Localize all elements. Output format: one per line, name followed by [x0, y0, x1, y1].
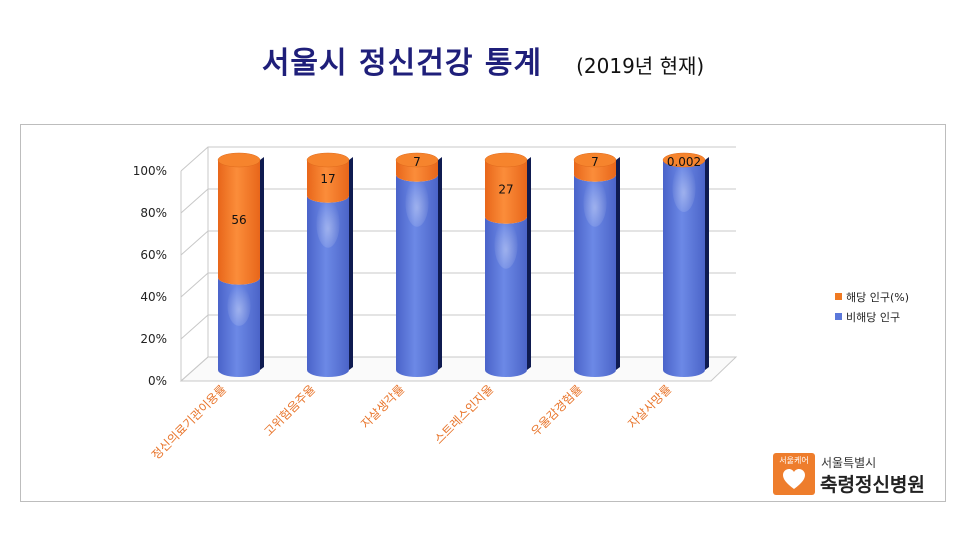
- y-axis-ticks: 0% 20% 40% 60% 80% 100%: [133, 164, 167, 388]
- bar-depth-shadow: [705, 157, 709, 370]
- logo-badge-text: 서울케어: [779, 456, 809, 465]
- y-tick-label: 100%: [133, 164, 167, 178]
- legend-label: 해당 인구(%): [846, 290, 909, 304]
- data-label: 7: [413, 155, 421, 169]
- gridline: [180, 356, 736, 382]
- legend-swatch: [835, 313, 842, 320]
- bar-top-cap: [395, 152, 439, 168]
- data-label: 27: [498, 182, 513, 196]
- x-axis-labels: 정신의료기관이용률 고위험음주율 자살생각률 스트레스인지율 우울감경험률 자살사망률: [149, 382, 674, 462]
- logo-line2: 축령정신병원: [820, 474, 925, 496]
- chart-svg: 0% 20% 40% 60% 80% 100% 56 17 7 27 7 0.002 정신의료기관이…: [133, 146, 909, 462]
- bar-depth-shadow: [260, 157, 264, 370]
- floor-plane: [179, 356, 738, 382]
- x-category-label: 고위험음주율: [261, 382, 318, 439]
- bar-group: 27: [484, 152, 531, 377]
- bar-depth-shadow: [616, 157, 620, 370]
- x-category-label: 자살생각률: [358, 382, 407, 431]
- chart-frame: 0% 20% 40% 60% 80% 100% 56 17 7 27 7 0.002 정신의료기관이…: [20, 124, 946, 502]
- y-tick-label: 20%: [140, 332, 167, 346]
- bar-top-cap: [217, 152, 261, 168]
- y-tick-label: 40%: [140, 290, 167, 304]
- bar-segment-non-affected: [396, 174, 438, 377]
- chart-back-wall: [180, 147, 209, 381]
- data-label: 0.002: [667, 155, 701, 169]
- gridline: [180, 272, 736, 298]
- bar-top-cap: [306, 152, 350, 168]
- logo-badge: 서울케어: [773, 453, 815, 495]
- bar-highlight: [227, 285, 251, 326]
- bar-depth-shadow: [527, 157, 531, 370]
- bar-group: 7: [395, 152, 442, 377]
- hospital-logo: 서울케어 서울특별시 축령정신병원: [773, 453, 941, 497]
- bar-highlight: [494, 220, 518, 269]
- legend-label: 비해당 인구: [846, 310, 900, 324]
- bar-top-cap: [573, 152, 617, 168]
- bar-group: 0.002: [662, 152, 709, 377]
- bar-highlight: [316, 199, 340, 248]
- x-category-label: 자살사망률: [625, 382, 674, 431]
- x-category-label: 우울감경험률: [528, 382, 585, 439]
- y-tick-label: 80%: [140, 206, 167, 220]
- x-category-label: 스트레스인지율: [432, 382, 497, 447]
- data-label: 56: [231, 213, 246, 227]
- bar-group: 17: [306, 152, 353, 377]
- bar-group: 7: [573, 152, 620, 377]
- bar-segment-non-affected: [485, 216, 527, 377]
- bar-segment-non-affected: [307, 195, 349, 377]
- bar-segment-non-affected: [663, 160, 705, 377]
- bar-group: 56: [217, 152, 264, 377]
- x-category-label: 정신의료기관이용률: [149, 382, 229, 462]
- heart-icon: [783, 469, 805, 489]
- title-subtitle: (2019년 현재): [576, 54, 705, 78]
- bar-top-cap: [662, 152, 706, 168]
- gridline: [180, 146, 736, 172]
- chart-gridlines: [180, 146, 736, 382]
- bar-highlight: [672, 164, 696, 213]
- bar-segment-affected: [307, 160, 349, 203]
- gridline: [180, 230, 736, 256]
- bar-segment-affected: [218, 160, 260, 285]
- y-tick-label: 0%: [148, 374, 167, 388]
- chart-floor: [179, 356, 738, 382]
- chart-bars: 56 17 7 27 7 0.002: [217, 152, 709, 377]
- bar-segment-affected: [485, 160, 527, 224]
- title-main: 서울시 정신건강 통계: [261, 46, 543, 81]
- bar-top-cap: [484, 152, 528, 168]
- chart-legend: 해당 인구(%) 비해당 인구: [835, 290, 909, 324]
- bar-depth-shadow: [349, 157, 353, 370]
- legend-swatch: [835, 293, 842, 300]
- bar-segment-non-affected: [574, 174, 616, 377]
- y-tick-label: 60%: [140, 248, 167, 262]
- data-label: 7: [591, 155, 599, 169]
- data-label: 17: [320, 172, 335, 186]
- gridline: [180, 188, 736, 214]
- chart-title: 서울시 정신건강 통계 (2019년 현재): [0, 38, 966, 82]
- bar-depth-shadow: [438, 157, 442, 370]
- bar-highlight: [405, 178, 429, 227]
- bar-highlight: [583, 178, 607, 227]
- logo-line1: 서울특별시: [821, 456, 877, 470]
- gridline: [180, 314, 736, 340]
